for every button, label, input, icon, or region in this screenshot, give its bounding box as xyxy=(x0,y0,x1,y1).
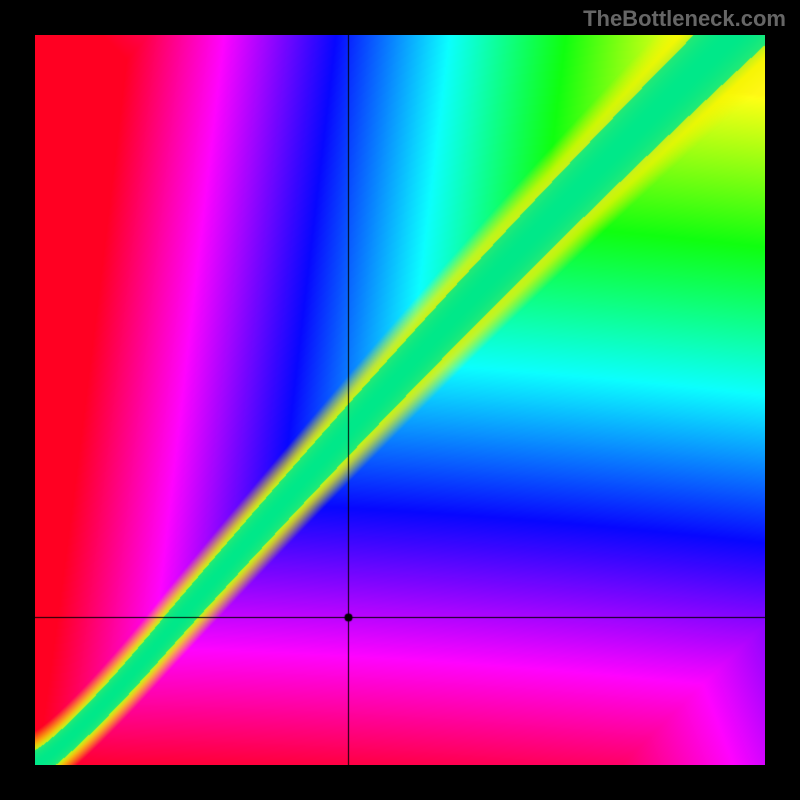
bottleneck-heatmap xyxy=(35,35,765,765)
heatmap-canvas xyxy=(35,35,765,765)
watermark-text: TheBottleneck.com xyxy=(583,6,786,32)
